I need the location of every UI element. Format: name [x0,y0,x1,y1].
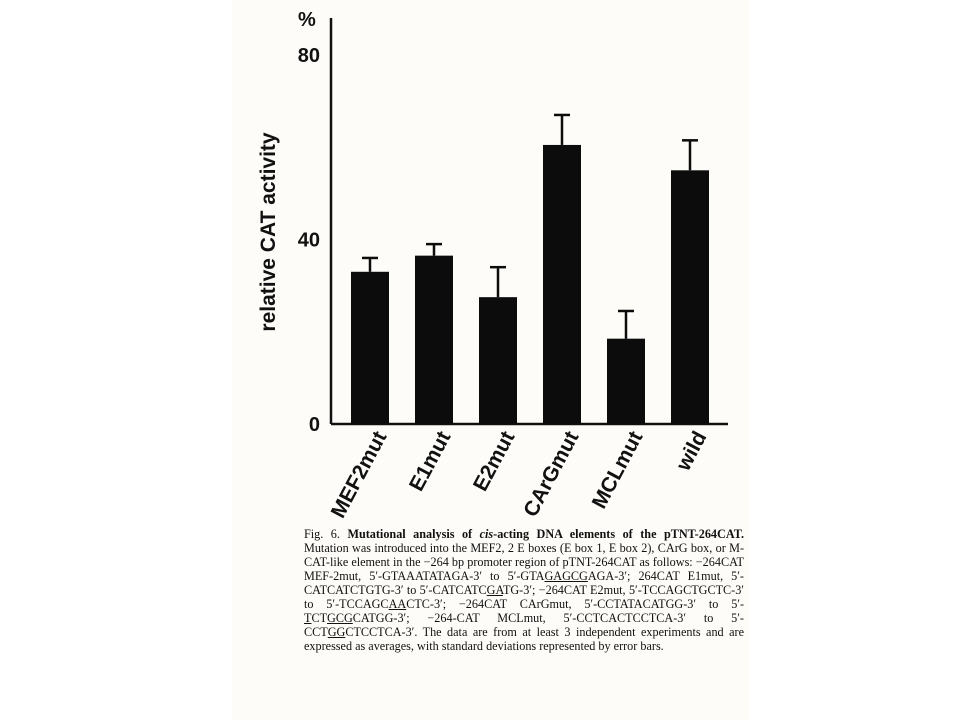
x-category-label: E2mut [469,428,519,495]
y-tick-label: 40 [298,230,320,252]
y-unit-label: % [298,9,316,31]
x-category-label: CArGmut [519,428,583,521]
y-tick-label: 0 [309,414,320,436]
bar [415,255,453,424]
x-category-label: MEF2mut [327,428,392,522]
x-category-label: wild [671,428,711,476]
caption-fig-label: Fig. 6. [304,527,340,541]
bar [479,297,517,424]
bar-chart: 0 40 80 MEF2mut E1mut E2mut CArGmut MCLmut wild… [257,9,728,522]
x-category-label: E1mut [405,428,455,495]
x-category-label: MCLmut [588,428,648,513]
caption-body: Mutation was introduced into the MEF2, 2… [304,541,745,653]
chart-category-labels: MEF2mut E1mut E2mut CArGmut MCLmut wild [327,428,712,522]
chart-error-bars [362,113,698,339]
chart-axes [329,18,728,426]
chart-tick-labels: 0 40 80 [298,45,320,436]
chart-bars [351,144,709,424]
bar [671,170,709,424]
caption-title: Mutational analysis of cis-acting DNA el… [347,527,744,541]
y-axis-label: relative CAT activity [257,132,280,332]
y-tick-label: 80 [298,45,320,67]
bar [607,338,645,424]
figure-caption: Fig. 6. Mutational analysis of cis-actin… [304,527,744,653]
bar [543,144,581,424]
bar [351,271,389,424]
